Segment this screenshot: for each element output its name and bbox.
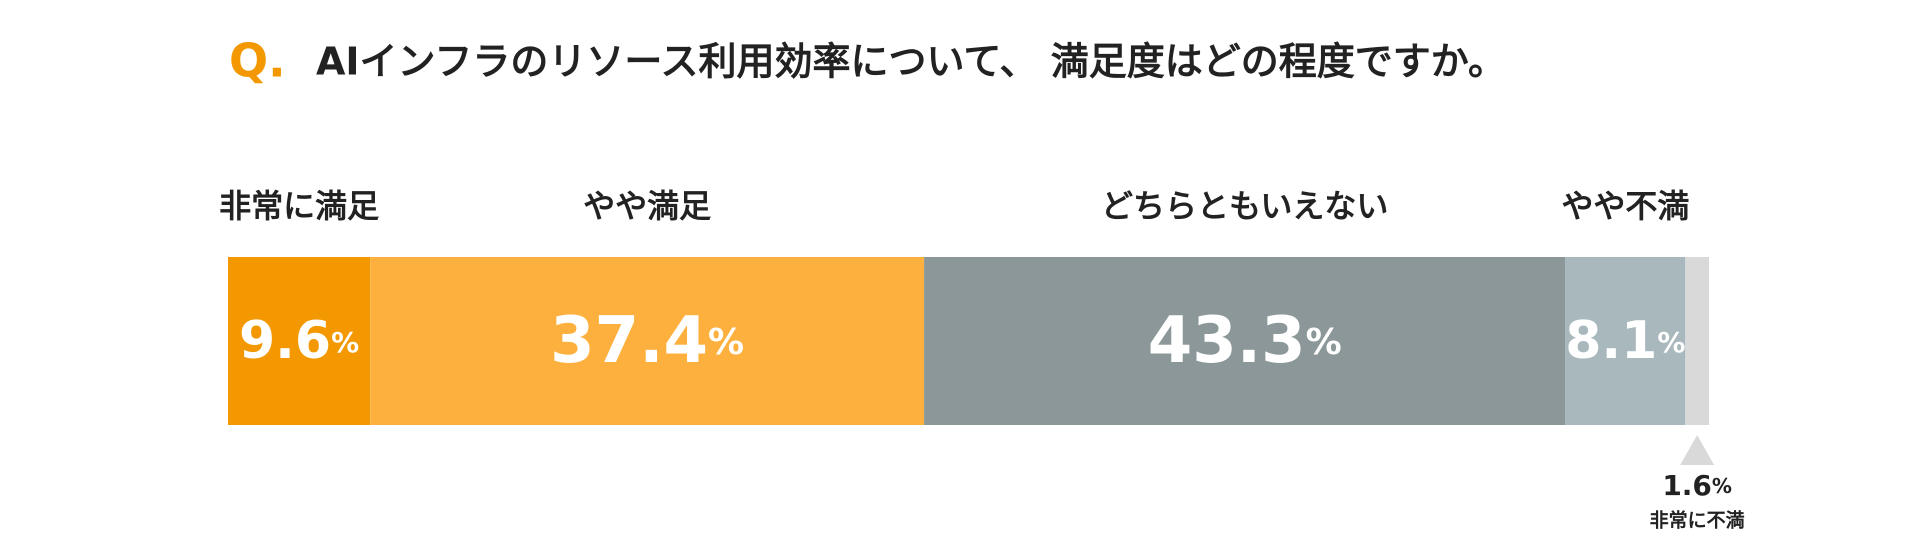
bar-segment bbox=[1685, 257, 1709, 425]
bar-segment bbox=[228, 257, 371, 425]
value-unit: % bbox=[708, 322, 744, 363]
pointer-triangle bbox=[1680, 435, 1715, 465]
question-prefix: Q. bbox=[229, 34, 286, 88]
value-unit: % bbox=[331, 326, 359, 359]
value-label: 9.6% bbox=[239, 311, 359, 371]
value-unit: % bbox=[1306, 322, 1342, 363]
category-label: やや不満 bbox=[1561, 187, 1689, 225]
value-number: 43.3 bbox=[1148, 304, 1306, 378]
bar-segment bbox=[370, 257, 925, 425]
value-label: 1.6% bbox=[1662, 469, 1732, 502]
chart-title: AIインフラのリソース利用効率について、 満足度はどの程度ですか。 bbox=[316, 40, 1506, 84]
value-number: 8.1 bbox=[1565, 311, 1657, 371]
bar-segment bbox=[924, 257, 1566, 425]
value-label: 8.1% bbox=[1565, 311, 1685, 371]
value-number: 9.6 bbox=[239, 311, 331, 371]
category-label: どちらともいえない bbox=[1101, 187, 1388, 225]
category-label: 非常に不満 bbox=[1650, 509, 1745, 532]
category-label: やや満足 bbox=[583, 187, 711, 225]
category-label: 非常に満足 bbox=[219, 187, 379, 225]
value-unit: % bbox=[1657, 326, 1685, 359]
value-number: 37.4 bbox=[550, 304, 708, 378]
value-label: 37.4% bbox=[550, 304, 744, 378]
value-label: 43.3% bbox=[1148, 304, 1342, 378]
value-number: 1.6 bbox=[1662, 469, 1712, 502]
bar-segment bbox=[1565, 257, 1686, 425]
value-unit: % bbox=[1712, 474, 1732, 498]
